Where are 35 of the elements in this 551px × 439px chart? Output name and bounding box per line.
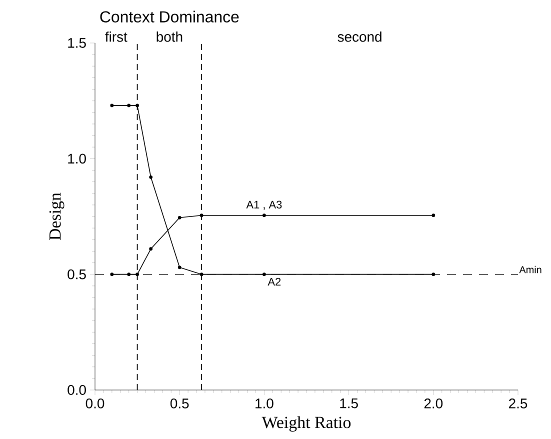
x-tick-label: 2.5 xyxy=(509,398,528,408)
y-tick-label: 1.5 xyxy=(68,38,86,48)
point xyxy=(178,266,182,270)
text: first xyxy=(105,32,128,42)
point xyxy=(110,272,114,276)
text: both xyxy=(156,32,182,42)
point xyxy=(262,214,266,218)
series-label: A2 xyxy=(268,278,281,286)
chart-title: Context Dominance xyxy=(100,10,239,22)
y-tick-label: 0.0 xyxy=(68,385,86,395)
x-tick-label: 2.0 xyxy=(424,398,443,408)
point xyxy=(262,272,266,276)
x-tick-label: 0.0 xyxy=(86,398,104,408)
x-axis-title: Weight Ratio xyxy=(262,416,351,432)
point xyxy=(127,272,131,276)
point xyxy=(136,272,139,276)
y-axis-title: Design xyxy=(49,192,64,240)
y-tick-label: 0.5 xyxy=(68,269,86,280)
point xyxy=(200,214,204,218)
y-tick-label: 1.0 xyxy=(68,154,86,164)
point xyxy=(149,247,153,251)
point xyxy=(127,104,131,108)
x-tick-label: 1.5 xyxy=(340,398,358,408)
point xyxy=(149,175,153,179)
point xyxy=(178,216,182,220)
ref-line-label: Amin xyxy=(519,266,542,274)
x-tick-label: 0.5 xyxy=(170,398,189,408)
point xyxy=(136,104,139,108)
text: second xyxy=(338,32,382,42)
point xyxy=(200,272,204,276)
point xyxy=(110,104,114,108)
point xyxy=(432,214,436,218)
x-tick-label: 1.0 xyxy=(256,398,274,408)
series-label: A1 , A3 xyxy=(246,200,282,210)
point xyxy=(432,272,436,276)
